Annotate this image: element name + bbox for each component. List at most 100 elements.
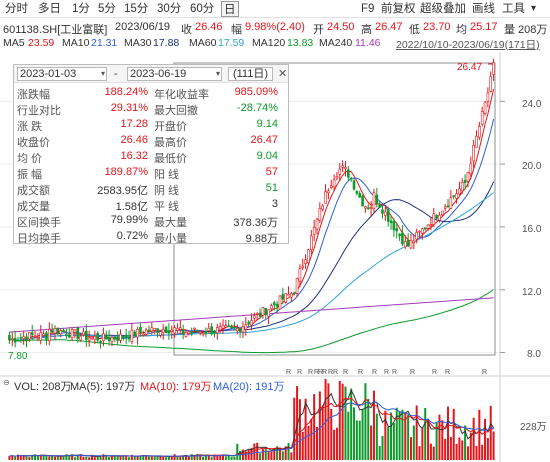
volume-bar	[113, 456, 116, 460]
tab-15min[interactable]: 15分	[124, 3, 149, 15]
start-date-picker[interactable]: 2023-01-03 ▾	[17, 67, 107, 81]
volume-bar	[247, 449, 250, 460]
ma60-label: MA60	[189, 37, 217, 49]
r-marker: R	[358, 369, 363, 376]
volume-bar	[179, 456, 182, 460]
volume-bar	[110, 456, 113, 460]
volume-bar	[108, 457, 111, 460]
volume-bar	[284, 446, 287, 460]
candle-body	[193, 327, 196, 330]
candle-body	[25, 336, 28, 341]
candle-body	[113, 336, 117, 340]
candle-body	[22, 336, 25, 339]
stats-row: 成交量 1.58亿平 线 3	[14, 198, 288, 214]
stock-name: 601138.SH[工业富联]	[3, 24, 108, 36]
stat-label: 成交量	[17, 201, 50, 213]
volume-bar	[73, 457, 76, 460]
candle-body	[13, 338, 17, 343]
stats-row: 涨 跌 17.28 开盘价 9.14	[14, 118, 288, 134]
stat-value: 26.47	[250, 134, 278, 146]
tab-multiday[interactable]: 多日	[38, 3, 61, 15]
tab-daily[interactable]: 日	[221, 1, 239, 17]
candle-body	[389, 220, 393, 224]
candle-body	[10, 338, 14, 340]
volume-bar	[16, 454, 19, 460]
candle-body	[441, 210, 444, 215]
candle-body	[161, 329, 165, 333]
candle-body	[329, 185, 333, 189]
overlay-button[interactable]: 超级叠加	[420, 3, 466, 15]
tab-60min[interactable]: 60分	[190, 3, 215, 15]
candle-body	[452, 195, 456, 197]
ma-legend: MA5 23.59 MA10 21.31 MA30 17.88 MA60 17.…	[0, 36, 550, 52]
volume-bar	[321, 405, 324, 460]
candle-body	[59, 330, 62, 335]
stat-label: 涨跌幅	[17, 89, 50, 101]
candles	[8, 58, 495, 349]
candle-body	[398, 233, 401, 237]
candle-body	[102, 333, 105, 341]
volume-bar	[407, 414, 410, 460]
price-chart[interactable]: R R R RRR R R R R R R R R R R R 26.47 7.80	[0, 52, 550, 462]
draw-line-button[interactable]: 画线	[472, 3, 495, 15]
tab-intraday[interactable]: 分时	[5, 3, 28, 15]
r-marker: R	[286, 369, 291, 376]
candle-body	[127, 337, 131, 340]
collapse-icon[interactable]: ⊖	[3, 378, 10, 387]
candle-body	[301, 265, 305, 268]
candle-body	[235, 328, 239, 332]
volume-bar	[341, 383, 344, 460]
close-icon[interactable]: ✕	[278, 68, 288, 80]
volume-bar	[96, 455, 99, 460]
volume-bar	[233, 457, 236, 460]
candle-body	[403, 241, 407, 248]
stats-row: 日均换手 0.72% 最小量 9.88万	[14, 230, 288, 246]
chevron-down-icon[interactable]: ▾	[531, 3, 537, 14]
tools-button[interactable]: 工具	[502, 3, 525, 15]
candle-body	[281, 294, 285, 300]
panel-header: 2023-01-03 ▾ - 2023-06-19 ▾ (111日) ✕	[14, 65, 288, 83]
candle-body	[412, 240, 416, 244]
stats-row: 涨跌幅 188.24% 年化收益率 985.09%	[14, 86, 288, 102]
volume-bar	[222, 454, 225, 460]
end-date-picker[interactable]: 2023-06-19 ▾	[127, 67, 222, 81]
candle-body	[187, 331, 191, 334]
price-labels: 26.47 7.80	[8, 62, 482, 362]
candle-body	[358, 193, 362, 198]
candle-body	[392, 221, 396, 231]
candle-body	[369, 207, 373, 209]
f9-button[interactable]: F9	[361, 3, 375, 15]
volume-bar	[56, 455, 59, 460]
volume-bar	[429, 443, 432, 460]
candle-body	[375, 194, 379, 204]
candle-body	[250, 320, 253, 326]
candle-body	[176, 328, 179, 331]
adjust-button[interactable]: 前复权	[381, 3, 416, 15]
candle-body	[418, 230, 421, 233]
candle-body	[73, 329, 77, 333]
tab-1min[interactable]: 1分	[72, 3, 90, 15]
candle-body	[395, 228, 399, 232]
tab-5min[interactable]: 5分	[98, 3, 116, 15]
candle-body	[87, 337, 91, 341]
tab-30min[interactable]: 30分	[157, 3, 182, 15]
r-marker: R	[372, 369, 377, 376]
stat-value: 57	[265, 166, 278, 178]
volume-bar	[458, 437, 461, 460]
volume-bar	[412, 425, 415, 460]
volume-bar	[133, 455, 136, 460]
candle-body	[133, 331, 137, 337]
r-marker: R	[308, 369, 313, 376]
date-range[interactable]: 2022/10/10-2023/06/19(171日)	[396, 39, 540, 51]
volume-bar	[415, 405, 418, 460]
vol-value: VOL: 208万	[14, 381, 72, 393]
stat-value: 51	[265, 182, 278, 194]
candle-body	[233, 326, 236, 329]
y-tick-20: 20.0	[522, 161, 542, 172]
volume-bar	[187, 456, 190, 460]
candle-body	[347, 169, 350, 178]
candle-body	[159, 331, 162, 336]
stat-value: 16.32	[120, 150, 148, 162]
volume-bars	[8, 379, 495, 460]
candle-body	[381, 209, 384, 214]
